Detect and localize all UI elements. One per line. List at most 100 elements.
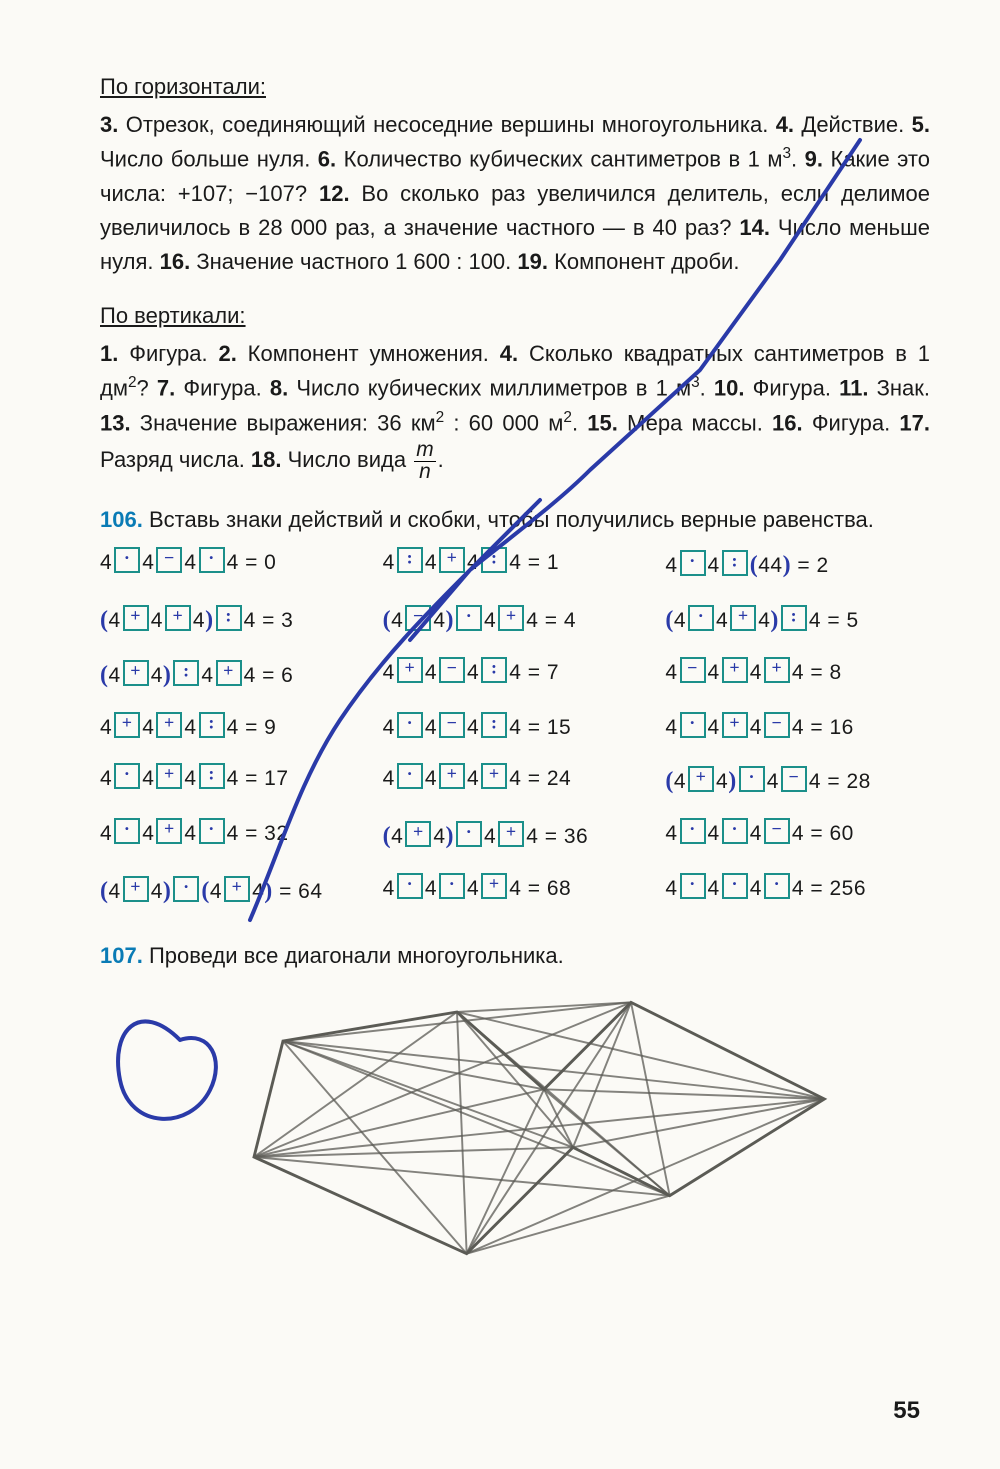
- equation: 4·4:(44) = 2: [665, 547, 930, 584]
- operator-box[interactable]: +: [114, 712, 140, 738]
- workbook-page: По горизонтали: 3. Отрезок, соединяющий …: [0, 0, 1000, 1469]
- operator-box[interactable]: +: [722, 657, 748, 683]
- equation: (4+4)·(4+4) = 64: [100, 873, 365, 910]
- equation: 4·4·4−4 = 60: [665, 818, 930, 855]
- operator-box[interactable]: −: [439, 712, 465, 738]
- equation: 4+4−4:4 = 7: [383, 657, 648, 694]
- operator-box[interactable]: +: [688, 766, 714, 792]
- ex106-grid: 4·4−4·4 = 0 4:4+4:4 = 1 4·4:(44) = 2 (4+4+4…: [100, 547, 930, 911]
- operator-box[interactable]: +: [165, 605, 191, 631]
- ex107-figure: [100, 983, 930, 1273]
- equation: (4−4)·4+4 = 4: [383, 602, 648, 639]
- operator-box[interactable]: :: [397, 547, 423, 573]
- operator-box[interactable]: :: [199, 712, 225, 738]
- equation: 4·4−4·4 = 0: [100, 547, 365, 584]
- operator-box[interactable]: +: [156, 763, 182, 789]
- equation: (4+4+4):4 = 3: [100, 602, 365, 639]
- equation: 4·4+4·4 = 32: [100, 818, 365, 855]
- operator-box[interactable]: +: [498, 605, 524, 631]
- ex106-number: 106.: [100, 507, 143, 532]
- operator-box[interactable]: +: [224, 876, 250, 902]
- operator-box[interactable]: −: [156, 547, 182, 573]
- equation: (4+4):4+4 = 6: [100, 657, 365, 694]
- operator-box[interactable]: +: [123, 605, 149, 631]
- operator-box[interactable]: :: [481, 547, 507, 573]
- ex106-intro: 106. Вставь знаки действий и скобки, что…: [100, 503, 930, 537]
- operator-box[interactable]: ·: [114, 547, 140, 573]
- equation: 4·4+4:4 = 17: [100, 763, 365, 800]
- operator-box[interactable]: ·: [199, 547, 225, 573]
- down-title: По вертикали:: [100, 299, 930, 333]
- operator-box[interactable]: ·: [722, 818, 748, 844]
- operator-box[interactable]: −: [680, 657, 706, 683]
- equation: 4·4·4·4 = 256: [665, 873, 930, 910]
- operator-box[interactable]: +: [397, 657, 423, 683]
- operator-box[interactable]: :: [173, 660, 199, 686]
- operator-box[interactable]: :: [481, 657, 507, 683]
- operator-box[interactable]: ·: [397, 763, 423, 789]
- polygon-svg: [155, 983, 875, 1273]
- operator-box[interactable]: +: [439, 547, 465, 573]
- equation: 4−4+4+4 = 8: [665, 657, 930, 694]
- down-block: По вертикали: 1. Фигура. 2. Компонент ум…: [100, 299, 930, 483]
- operator-box[interactable]: ·: [456, 821, 482, 847]
- operator-box[interactable]: ·: [739, 766, 765, 792]
- operator-box[interactable]: ·: [397, 873, 423, 899]
- equation: (4+4)·4−4 = 28: [665, 763, 930, 800]
- equation: 4·4+4−4 = 16: [665, 712, 930, 745]
- operator-box[interactable]: ·: [680, 873, 706, 899]
- operator-box[interactable]: −: [764, 712, 790, 738]
- across-clues: 3. Отрезок, соединяющий несоседние верши…: [100, 108, 930, 279]
- operator-box[interactable]: +: [498, 821, 524, 847]
- operator-box[interactable]: +: [764, 657, 790, 683]
- operator-box[interactable]: ·: [397, 712, 423, 738]
- equation: 4+4+4:4 = 9: [100, 712, 365, 745]
- across-title: По горизонтали:: [100, 70, 930, 104]
- equation: 4·4−4:4 = 15: [383, 712, 648, 745]
- equation: 4·4·4+4 = 68: [383, 873, 648, 910]
- ex107-number: 107.: [100, 943, 143, 968]
- operator-box[interactable]: +: [730, 605, 756, 631]
- equation: (4·4+4):4 = 5: [665, 602, 930, 639]
- operator-box[interactable]: +: [156, 818, 182, 844]
- operator-box[interactable]: ·: [173, 876, 199, 902]
- equation: 4·4+4+4 = 24: [383, 763, 648, 800]
- ex106-text: Вставь знаки действий и скобки, чтобы по…: [149, 507, 874, 532]
- page-number: 55: [893, 1392, 920, 1429]
- operator-box[interactable]: +: [123, 660, 149, 686]
- ex107-intro: 107. Проведи все диагонали многоугольник…: [100, 939, 930, 973]
- operator-box[interactable]: −: [781, 766, 807, 792]
- operator-box[interactable]: −: [405, 605, 431, 631]
- operator-box[interactable]: ·: [680, 712, 706, 738]
- operator-box[interactable]: +: [722, 712, 748, 738]
- operator-box[interactable]: :: [481, 712, 507, 738]
- equation: 4:4+4:4 = 1: [383, 547, 648, 584]
- operator-box[interactable]: ·: [456, 605, 482, 631]
- operator-box[interactable]: +: [405, 821, 431, 847]
- equation: (4+4)·4+4 = 36: [383, 818, 648, 855]
- operator-box[interactable]: :: [722, 550, 748, 576]
- operator-box[interactable]: +: [216, 660, 242, 686]
- ex107-text: Проведи все диагонали многоугольника.: [149, 943, 564, 968]
- operator-box[interactable]: ·: [114, 818, 140, 844]
- operator-box[interactable]: ·: [439, 873, 465, 899]
- operator-box[interactable]: ·: [199, 818, 225, 844]
- operator-box[interactable]: ·: [688, 605, 714, 631]
- operator-box[interactable]: :: [216, 605, 242, 631]
- operator-box[interactable]: +: [481, 873, 507, 899]
- across-block: По горизонтали: 3. Отрезок, соединяющий …: [100, 70, 930, 279]
- operator-box[interactable]: +: [123, 876, 149, 902]
- operator-box[interactable]: ·: [722, 873, 748, 899]
- down-clues: 1. Фигура. 2. Компонент умножения. 4. Ск…: [100, 337, 930, 483]
- operator-box[interactable]: −: [764, 818, 790, 844]
- operator-box[interactable]: ·: [764, 873, 790, 899]
- operator-box[interactable]: ·: [680, 550, 706, 576]
- operator-box[interactable]: :: [199, 763, 225, 789]
- operator-box[interactable]: ·: [114, 763, 140, 789]
- operator-box[interactable]: +: [156, 712, 182, 738]
- operator-box[interactable]: ·: [680, 818, 706, 844]
- operator-box[interactable]: −: [439, 657, 465, 683]
- operator-box[interactable]: +: [439, 763, 465, 789]
- operator-box[interactable]: +: [481, 763, 507, 789]
- operator-box[interactable]: :: [781, 605, 807, 631]
